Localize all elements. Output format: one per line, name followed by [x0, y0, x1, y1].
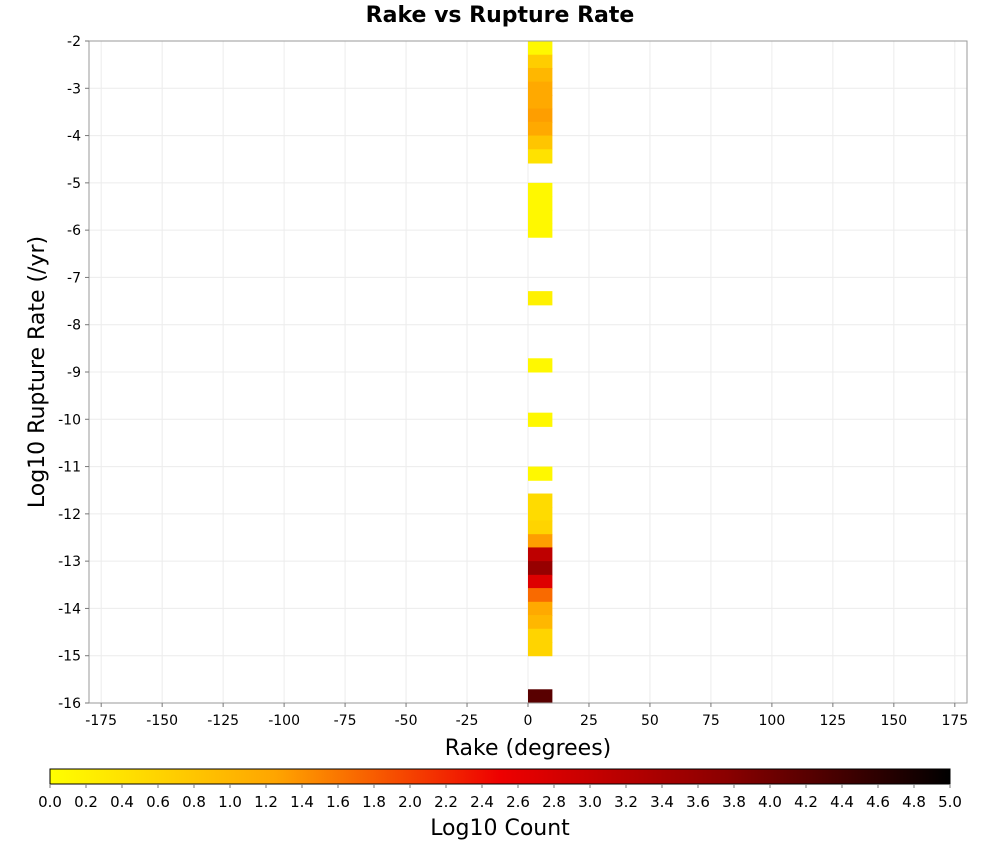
heatmap-cell [528, 291, 553, 306]
colorbar-tick-label: 3.0 [578, 793, 602, 811]
colorbar-tick-label: 3.6 [686, 793, 710, 811]
y-tick-label: -16 [58, 696, 81, 712]
colorbar-tick-label: 0.4 [110, 793, 134, 811]
heatmap-cell [528, 642, 553, 657]
colorbar-tick-label: 0.6 [146, 793, 170, 811]
colorbar-tick-label: 2.8 [542, 793, 566, 811]
x-tick-label: -100 [268, 713, 300, 729]
heatmap-cell [528, 588, 553, 603]
heatmap-cell [528, 94, 553, 110]
heatmap-cell [528, 358, 553, 373]
y-tick-label: -10 [58, 412, 81, 428]
y-axis: -2 -3 -4 -5 -6 -7 -8 -9 -10 -11 -12 -13 -14 -15 -16 [58, 34, 89, 712]
colorbar-title: Log10 Count [430, 816, 570, 841]
heatmap-cell [528, 223, 553, 238]
y-tick-label: -2 [67, 34, 81, 50]
y-tick-label: -12 [58, 507, 81, 523]
heatmap-cell [528, 507, 553, 522]
colorbar-tick-label: 1.4 [290, 793, 314, 811]
colorbar-tick-label: 2.6 [506, 793, 530, 811]
y-tick-label: -3 [67, 81, 81, 97]
colorbar-tick-label: 1.6 [326, 793, 350, 811]
colorbar-tick-label: 1.8 [362, 793, 386, 811]
colorbar-tick-label: 3.2 [614, 793, 638, 811]
heatmap-cell [528, 41, 553, 56]
heatmap-cell [528, 520, 553, 535]
colorbar-tick-label: 4.4 [830, 793, 854, 811]
y-tick-label: -4 [67, 129, 81, 145]
colorbar-tick-label: 0.8 [182, 793, 206, 811]
x-tick-label: 150 [880, 713, 907, 729]
x-tick-label: -150 [146, 713, 178, 729]
heatmap-cell [528, 209, 553, 225]
heatmap-cell [528, 149, 553, 164]
x-tick-label: 0 [524, 713, 533, 729]
heatmap-cell [528, 628, 553, 643]
chart-title: Rake vs Rupture Rate [366, 3, 635, 28]
x-tick-label: 25 [580, 713, 598, 729]
heatmap-cell [528, 135, 553, 150]
heatmap-cell [528, 601, 553, 617]
colorbar-tick-label: 1.0 [218, 793, 242, 811]
x-tick-label: 175 [941, 713, 968, 729]
heatmap-cell [528, 196, 553, 211]
x-tick-label: 125 [819, 713, 846, 729]
x-tick-label: -75 [334, 713, 357, 729]
heatmap-cell [528, 547, 553, 562]
heatmap-cell [528, 493, 553, 508]
colorbar-tick-label: 5.0 [938, 793, 962, 811]
y-tick-label: -8 [67, 318, 81, 334]
colorbar-tick-label: 1.2 [254, 793, 278, 811]
x-tick-label: -50 [395, 713, 418, 729]
colorbar-tick-label: 4.2 [794, 793, 818, 811]
heatmap-cell [528, 466, 553, 481]
colorbar-tick-label: 2.2 [434, 793, 458, 811]
heatmap-cell [528, 81, 553, 96]
x-tick-label: 75 [702, 713, 720, 729]
x-axis: -175 -150 -125 -100 -75 -50 -25 0 25 50 75 100 125 15… [85, 703, 968, 729]
colorbar-tick-label: 2.0 [398, 793, 422, 811]
colorbar-tick-label: 2.4 [470, 793, 494, 811]
colorbar-tick-label: 4.8 [902, 793, 926, 811]
y-tick-label: -6 [67, 223, 81, 239]
heatmap-cell [528, 54, 553, 69]
heatmap-cell [528, 615, 553, 630]
colorbar-tick-label: 0.2 [74, 793, 98, 811]
heatmap-cell [528, 412, 553, 427]
heatmap-cell [528, 689, 553, 704]
heatmap-cell [528, 574, 553, 590]
colorbar-tick-label: 4.6 [866, 793, 890, 811]
x-tick-label: -125 [207, 713, 239, 729]
y-tick-label: -14 [58, 601, 81, 617]
y-tick-label: -9 [67, 365, 81, 381]
x-tick-label: -175 [85, 713, 117, 729]
y-tick-label: -5 [67, 176, 81, 192]
x-axis-title: Rake (degrees) [445, 736, 612, 761]
x-tick-label: -25 [456, 713, 479, 729]
heatmap-cell [528, 534, 553, 549]
y-tick-label: -7 [67, 270, 81, 286]
colorbar-tick-label: 4.0 [758, 793, 782, 811]
heatmap-cell [528, 67, 553, 83]
colorbar-tick-label: 0.0 [38, 793, 62, 811]
colorbar-tick-label: 3.4 [650, 793, 674, 811]
colorbar [49, 768, 951, 785]
colorbar-tick-label: 3.8 [722, 793, 746, 811]
heatmap-cell [528, 182, 553, 198]
heatmap-cells [528, 41, 553, 704]
heatmap-cell [528, 108, 553, 123]
colorbar-ticks: 0.0 0.2 0.4 0.6 0.8 1.0 1.2 1.4 1.6 1.8 2.0 2.2 2.4 2… [38, 784, 962, 811]
x-tick-label: 50 [641, 713, 659, 729]
y-tick-label: -13 [58, 554, 81, 570]
heatmap-cell [528, 121, 553, 137]
y-tick-label: -11 [58, 460, 81, 476]
x-tick-label: 100 [759, 713, 786, 729]
y-axis-title: Log10 Rupture Rate (/yr) [25, 236, 50, 508]
heatmap-cell [528, 561, 553, 576]
y-tick-label: -15 [58, 649, 81, 665]
